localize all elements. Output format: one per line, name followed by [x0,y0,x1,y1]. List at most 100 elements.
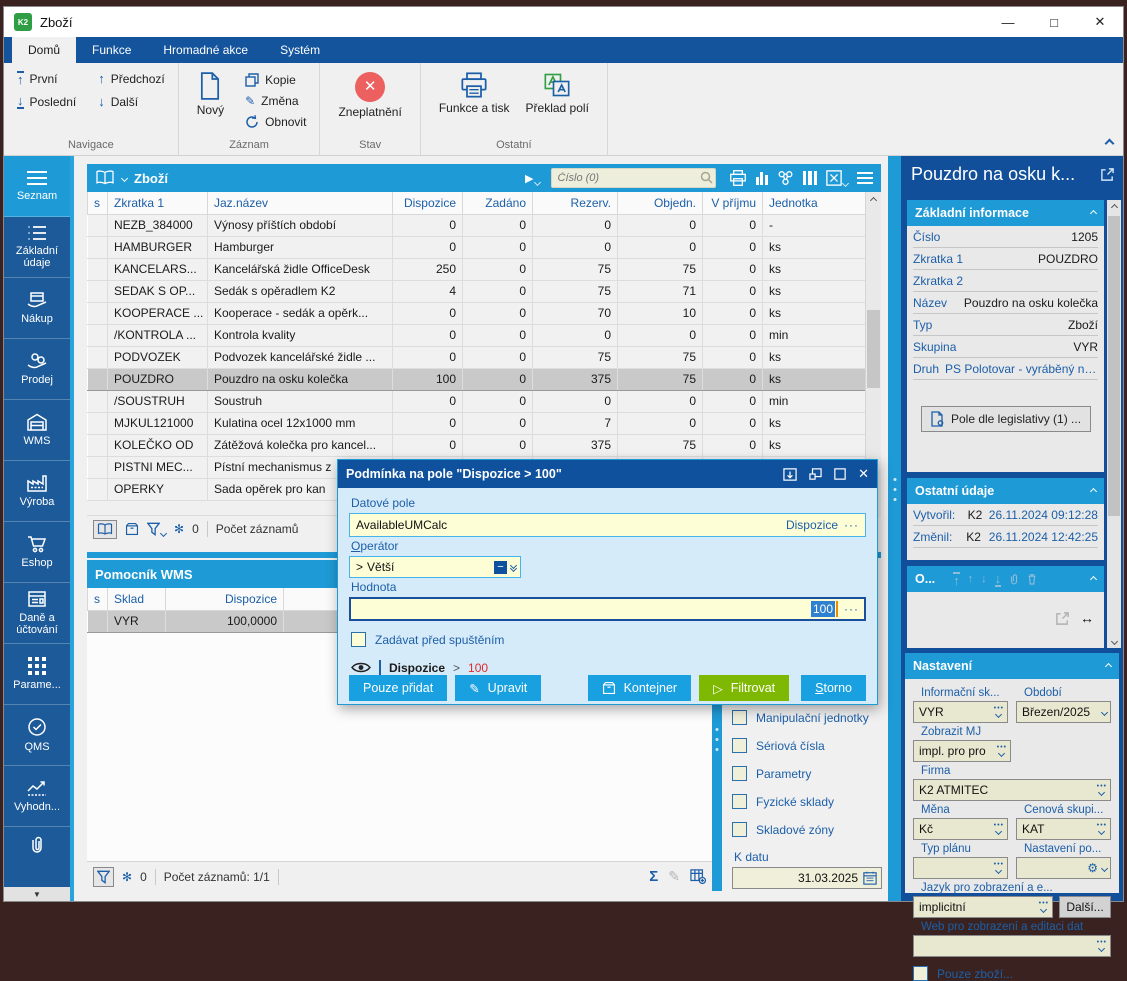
settings-header[interactable]: Nastavení [905,653,1119,679]
other-data-header[interactable]: Ostatní údaje [907,478,1104,504]
period-select[interactable]: Březen/2025 [1016,701,1111,723]
table-row[interactable]: HAMBURGER Hamburger 0 0 0 0 0 ks [87,235,866,259]
table-row[interactable]: PODVOZEK Podvozek kancelářské židle ... … [87,345,866,369]
copy-button[interactable]: Kopie [242,71,309,89]
cancel-button[interactable]: Storno [801,675,866,701]
book-view-icon[interactable] [93,519,117,539]
scrollbar-thumb[interactable] [1108,216,1120,516]
table-row[interactable]: /SOUSTRUH Soustruh 0 0 0 0 0 min [87,389,866,413]
table-row[interactable]: POUZDRO Pouzdro na osku kolečka 100 0 37… [87,367,866,391]
sidebar-item-nakup[interactable]: Nákup [4,278,70,339]
change-button[interactable]: ✎ Změna [245,94,299,108]
previous-button[interactable]: ↑ Předchozí [98,71,165,86]
related-records-icon[interactable] [777,170,794,186]
restore-icon[interactable] [809,468,822,480]
collapse-icon[interactable] [1089,487,1098,495]
sidebar-item-attachments[interactable] [4,827,70,867]
company-select[interactable]: K2 ATMITEC ••• [913,779,1111,801]
data-field-input[interactable]: AvailableUMCalc Dispozice ··· [349,513,866,537]
column-header-zkratka[interactable]: Zkratka 1 [107,192,208,215]
table-row[interactable]: SEDAK S OP... Sedák s opěradlem K2 4 0 7… [87,279,866,303]
close-icon[interactable]: ✕ [858,466,869,481]
dialog-title-bar[interactable]: Podmínka na pole "Dispozice > 100" ✕ [338,460,877,488]
checkbox-icon[interactable] [732,794,747,809]
dropdown-icon[interactable]: ••• [994,822,1004,836]
price-group-select[interactable]: KAT ••• [1016,818,1111,840]
maximize-button[interactable]: □ [1050,14,1058,30]
close-button[interactable]: ✕ [1094,14,1106,29]
columns-icon[interactable] [802,171,817,185]
view-option-checkbox[interactable]: Fyzické sklady [732,794,882,809]
k-datu-field[interactable]: 31.03.2025 [732,867,882,889]
column-header-rezerv[interactable]: Rezerv. [532,192,618,215]
more-button[interactable]: Další... [1059,896,1111,918]
scrollbar-thumb[interactable] [867,310,880,388]
new-button[interactable]: Nový [189,69,232,120]
scroll-up-icon[interactable] [866,192,881,208]
collapse-icon[interactable] [1089,575,1098,583]
checkbox-icon[interactable] [913,966,928,981]
value-input[interactable]: 100 ··· [349,597,866,621]
view-option-checkbox[interactable]: Sériová čísla [732,738,882,753]
info-group-select[interactable]: VYR ••• [913,701,1008,723]
checkbox-icon[interactable] [732,766,747,781]
filter-icon[interactable] [93,866,114,887]
calendar-icon[interactable] [863,871,877,885]
detail-scrollbar[interactable] [1107,200,1121,648]
table-row[interactable]: KANCELARS... Kancelářská židle OfficeDes… [87,257,866,281]
add-only-button[interactable]: Pouze přidat [349,675,448,701]
main-detail-splitter[interactable] [888,156,901,901]
sidebar-item-parametry[interactable]: Parame... [4,644,70,705]
tab-domu[interactable]: Domů [12,37,77,63]
print-functions-button[interactable]: Funkce a tisk [431,69,518,118]
dropdown-icon[interactable]: ••• [1097,783,1107,797]
column-header-jednotka[interactable]: Jednotka [762,192,866,215]
language-select[interactable]: implicitní ••• [913,896,1053,918]
play-expand-icon[interactable]: ▶ [525,172,541,186]
table-row[interactable]: /KONTROLA ... Kontrola kvality 0 0 0 0 0… [87,323,866,347]
gear-icon[interactable]: ⚙ [1087,861,1098,875]
web-select[interactable]: ••• [913,935,1111,957]
ellipsis-button[interactable]: ··· [844,602,859,616]
column-header-zadano[interactable]: Zadáno [462,192,533,215]
show-uom-select[interactable]: impl. pro pro ••• [913,740,1011,762]
column-header-s[interactable]: s [87,192,108,215]
excel-export-icon[interactable] [826,170,850,188]
goods-table-scrollbar[interactable] [865,192,881,518]
sidebar-item-qms[interactable]: QMS [4,705,70,766]
dock-icon[interactable] [783,467,797,481]
table-row[interactable]: KOOPERACE ... Kooperace - sedák a opěrk.… [87,301,866,325]
container-button[interactable]: Kontejner [587,675,692,701]
dropdown-icon[interactable]: ••• [1097,939,1107,953]
checkbox-icon[interactable] [732,822,747,837]
search-input[interactable] [550,168,716,188]
table-row[interactable]: KOLEČKO OD Zátěžová kolečka pro kancel..… [87,433,866,457]
filter-icon[interactable] [147,522,168,538]
chevron-down-icon[interactable] [1100,708,1109,716]
ellipsis-button[interactable]: ··· [844,518,859,532]
table-row[interactable]: NEZB_384000 Výnosy příštích období 0 0 0… [87,213,866,237]
filter-button[interactable]: ▷ Filtrovat [699,675,790,701]
chevron-down-icon[interactable] [120,174,129,182]
chevron-down-icon[interactable] [1100,864,1109,872]
dropdown-icon[interactable]: ••• [994,705,1004,719]
column-header-vprijmu[interactable]: V příjmu [702,192,763,215]
last-button[interactable]: ↓ Poslední [17,93,77,109]
chart-icon[interactable] [755,171,768,185]
dropdown-icon[interactable]: ••• [1039,900,1049,914]
scroll-down-icon[interactable] [1107,634,1121,648]
invalidate-button[interactable]: ✕ Zneplatnění [330,69,409,122]
only-goods-checkbox[interactable]: Pouze zboží... [913,966,1111,981]
refresh-button[interactable]: Obnovit [242,113,309,131]
open-external-icon[interactable] [1100,167,1115,182]
view-option-checkbox[interactable]: Manipulační jednotky [732,710,882,725]
operator-combo[interactable]: > Větší − [349,556,521,578]
column-header-nazev[interactable]: Jaz.název [207,192,393,215]
book-icon[interactable] [95,170,115,186]
sidebar-item-vyroba[interactable]: Výroba [4,461,70,522]
checkbox-icon[interactable] [732,710,747,725]
snowflake-icon[interactable]: ✻ [122,869,133,884]
wms-row[interactable]: VYR 100,0000 [87,609,350,633]
container-icon[interactable] [125,522,139,536]
resize-icon[interactable]: ↔ [1080,610,1094,626]
